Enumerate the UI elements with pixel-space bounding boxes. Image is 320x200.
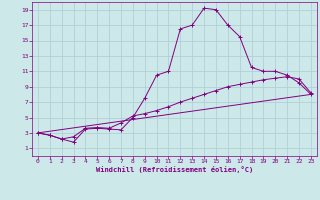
X-axis label: Windchill (Refroidissement éolien,°C): Windchill (Refroidissement éolien,°C) bbox=[96, 166, 253, 173]
